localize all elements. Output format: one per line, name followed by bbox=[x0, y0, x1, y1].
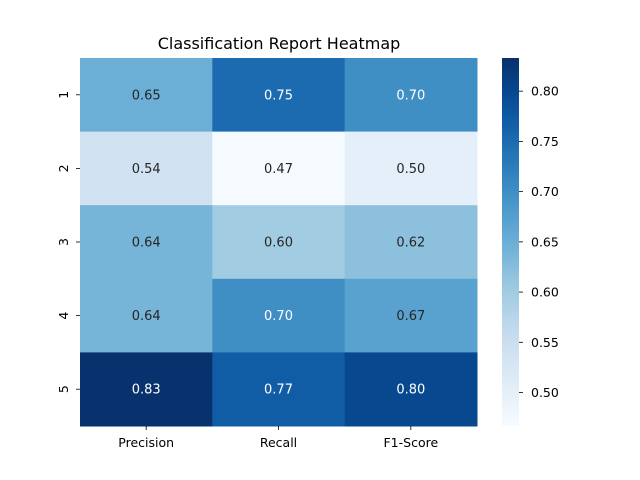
x-tick-label: F1-Score bbox=[383, 435, 438, 450]
y-axis: 1 2 3 4 5 bbox=[56, 91, 80, 393]
heatmap-cell bbox=[212, 352, 346, 427]
cell-value-label: 0.54 bbox=[132, 162, 161, 177]
colorbar-tick-label: 0.55 bbox=[531, 335, 559, 350]
cell-value-label: 0.60 bbox=[264, 236, 293, 251]
colorbar-gradient bbox=[502, 58, 519, 426]
colorbar-tick-label: 0.50 bbox=[531, 385, 559, 400]
heatmap-cell bbox=[80, 352, 213, 427]
cell-value-label: 0.50 bbox=[396, 162, 425, 177]
heatmap-cell bbox=[212, 205, 346, 280]
cell-value-label: 0.70 bbox=[264, 309, 293, 324]
heatmap-cell bbox=[344, 205, 478, 280]
colorbar-ticks: 0.50 0.55 0.60 0.65 0.70 0.75 0.80 bbox=[519, 84, 559, 400]
heatmap-cell bbox=[212, 131, 346, 206]
colorbar: 0.50 0.55 0.60 0.65 0.70 0.75 0.80 bbox=[502, 58, 559, 426]
heatmap-cell bbox=[212, 278, 346, 353]
x-axis: Precision Recall F1-Score bbox=[118, 426, 438, 450]
chart-title: Classification Report Heatmap bbox=[158, 34, 401, 53]
colorbar-tick-label: 0.70 bbox=[531, 184, 559, 199]
heatmap-cell bbox=[344, 131, 478, 206]
y-tick-label: 5 bbox=[56, 385, 71, 393]
y-tick-label: 3 bbox=[56, 238, 71, 246]
x-tick-label: Recall bbox=[260, 435, 297, 450]
heatmap-cell bbox=[80, 205, 213, 280]
colorbar-tick-label: 0.60 bbox=[531, 285, 559, 300]
heatmap-cell bbox=[80, 131, 213, 206]
colorbar-tick-label: 0.65 bbox=[531, 234, 559, 249]
cell-value-label: 0.47 bbox=[264, 162, 293, 177]
cell-value-label: 0.65 bbox=[132, 88, 161, 103]
heatmap-cell bbox=[212, 58, 346, 133]
cell-value-label: 0.75 bbox=[264, 88, 293, 103]
cell-value-label: 0.67 bbox=[396, 309, 425, 324]
y-tick-label: 4 bbox=[56, 312, 71, 320]
heatmap-cell bbox=[80, 58, 213, 133]
cell-value-label: 0.77 bbox=[264, 383, 293, 398]
cell-value-label: 0.62 bbox=[396, 236, 425, 251]
y-tick-label: 2 bbox=[56, 164, 71, 172]
heatmap-cell bbox=[344, 278, 478, 353]
colorbar-tick-label: 0.75 bbox=[531, 134, 559, 149]
heatmap-cell bbox=[344, 352, 478, 427]
heatmap-cell bbox=[80, 278, 213, 353]
x-tick-label: Precision bbox=[118, 435, 174, 450]
heatmap-cell bbox=[344, 58, 478, 133]
cell-value-label: 0.64 bbox=[132, 309, 161, 324]
y-tick-label: 1 bbox=[56, 91, 71, 99]
cell-value-label: 0.64 bbox=[132, 236, 161, 251]
cell-value-label: 0.80 bbox=[396, 383, 425, 398]
colorbar-tick-label: 0.80 bbox=[531, 84, 559, 99]
cell-value-label: 0.83 bbox=[132, 383, 161, 398]
heatmap-cells: 0.65 0.75 0.70 0.54 0.47 0.50 0.64 0.60 0.62 0.64… bbox=[80, 58, 478, 427]
cell-value-label: 0.70 bbox=[396, 88, 425, 103]
